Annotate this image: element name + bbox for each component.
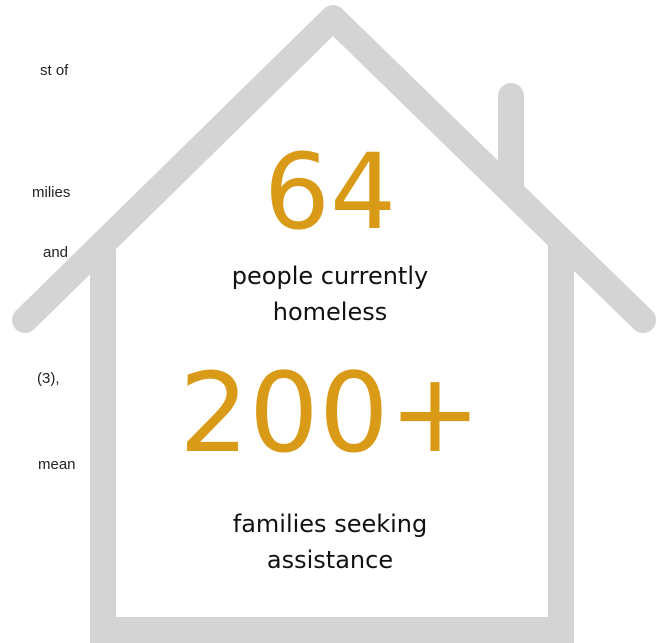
stat-caption-line: assistance — [266, 546, 394, 574]
body-text-fragment: mean — [38, 456, 76, 473]
body-text-fragment: and — [43, 244, 69, 261]
body-text-fragment: milies — [32, 184, 71, 201]
stat-value: 200+ — [178, 349, 482, 477]
stat-families-seeking-caption: families seeking assistance — [120, 506, 540, 578]
stat-people-homeless: 64 — [120, 140, 540, 244]
stat-caption-line: people currently — [231, 262, 429, 290]
stat-families-seeking: 200+ — [120, 358, 540, 468]
stat-people-homeless-caption: people currently homeless — [120, 258, 540, 330]
body-text-fragment: (3), — [37, 370, 60, 387]
stat-caption-line: families seeking — [232, 510, 428, 538]
body-text-fragment: st of — [40, 62, 69, 79]
stat-value: 64 — [263, 131, 397, 253]
stat-caption-line: homeless — [272, 298, 388, 326]
